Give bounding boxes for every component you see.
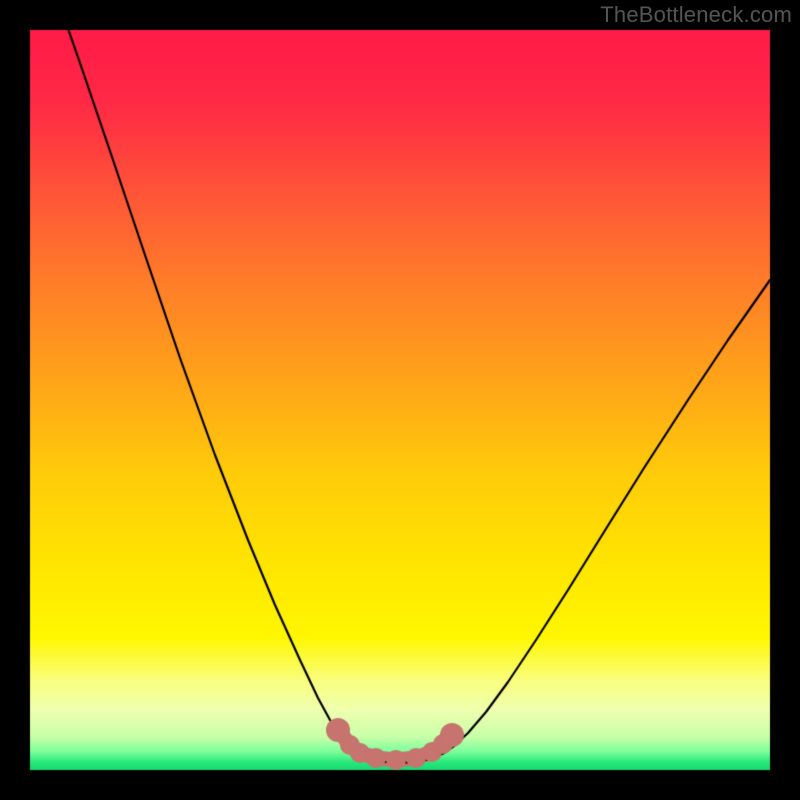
- chart-stage: TheBottleneck.com: [0, 0, 800, 800]
- watermark-text: TheBottleneck.com: [600, 2, 792, 28]
- valley-curve-canvas: [0, 0, 800, 800]
